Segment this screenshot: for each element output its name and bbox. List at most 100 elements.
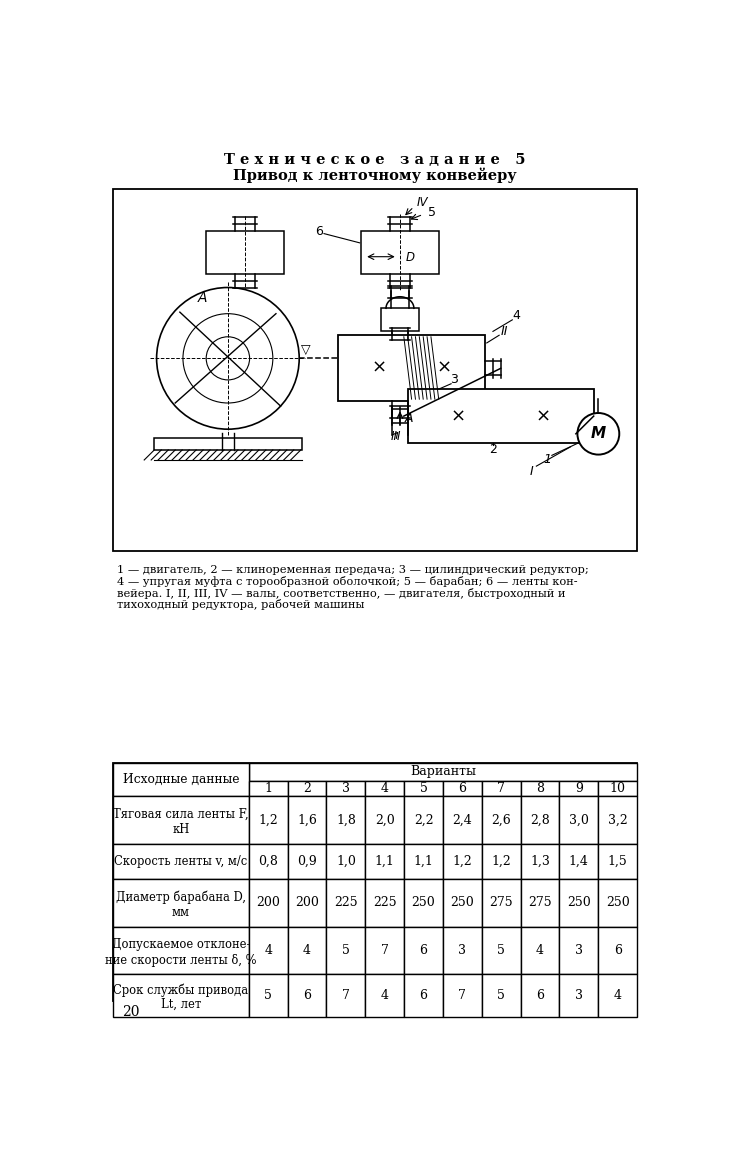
Bar (598, 796, 637, 844)
Text: 225: 225 (334, 897, 358, 909)
Text: 2,6: 2,6 (491, 814, 511, 826)
Text: 6: 6 (419, 944, 427, 956)
Text: 1: 1 (264, 783, 272, 795)
Text: 250: 250 (606, 897, 630, 909)
Text: 4 — упругая муфта с торообразной оболочкой; 5 — барабан; 6 — ленты кон-: 4 — упругая муфта с торообразной оболочк… (117, 577, 578, 587)
Bar (326, 927, 365, 975)
Bar (288, 927, 326, 975)
Bar (443, 796, 482, 844)
Bar (404, 782, 443, 796)
Text: Скорость ленты v, м/с: Скорость ленты v, м/с (114, 855, 247, 868)
Bar (404, 796, 443, 844)
Text: 6: 6 (458, 783, 466, 795)
Text: A: A (198, 291, 207, 305)
Bar (381, 308, 419, 331)
Bar (404, 879, 443, 927)
Bar (326, 796, 365, 844)
Text: Тяговая сила ленты F,: Тяговая сила ленты F, (113, 808, 249, 821)
Text: Т е х н и ч е с к о е   з а д а н и е   5: Т е х н и ч е с к о е з а д а н и е 5 (225, 153, 526, 167)
Text: 2,4: 2,4 (452, 814, 472, 826)
Text: I: I (530, 465, 534, 478)
Bar (443, 927, 482, 975)
Text: 4: 4 (264, 944, 272, 956)
Bar (482, 796, 520, 844)
Text: 5: 5 (419, 783, 427, 795)
Text: мм: мм (172, 906, 190, 918)
Text: 7: 7 (497, 783, 505, 795)
Text: Привод к ленточному конвейеру: Привод к ленточному конвейеру (234, 167, 517, 183)
Bar (520, 975, 559, 1017)
Bar (113, 879, 249, 927)
Bar (288, 796, 326, 844)
Bar (520, 927, 559, 975)
Bar (365, 796, 404, 844)
Text: 4: 4 (381, 783, 389, 795)
Text: 6: 6 (419, 990, 427, 1003)
Text: вейера. I, II, III, IV — валы, соответственно, — двигателя, быстроходный и: вейера. I, II, III, IV — валы, соответст… (117, 588, 566, 599)
Text: 3,2: 3,2 (608, 814, 627, 826)
Text: ние скорости ленты δ, %: ние скорости ленты δ, % (105, 953, 257, 967)
Text: M: M (591, 426, 606, 441)
Bar (404, 975, 443, 1017)
Text: 7: 7 (458, 990, 466, 1003)
Bar (113, 844, 249, 879)
Text: 7: 7 (381, 944, 389, 956)
Text: III: III (391, 430, 401, 443)
Text: 5: 5 (427, 206, 436, 219)
Bar (520, 782, 559, 796)
Bar (326, 975, 365, 1017)
Text: 10: 10 (610, 783, 626, 795)
Bar (288, 844, 326, 879)
Text: 275: 275 (529, 897, 552, 909)
Bar (559, 782, 598, 796)
Text: 0,8: 0,8 (258, 855, 278, 868)
Text: 4: 4 (512, 310, 520, 322)
Text: 1,2: 1,2 (491, 855, 511, 868)
Bar (443, 975, 482, 1017)
Bar (404, 844, 443, 879)
Text: ×: × (450, 407, 466, 425)
Text: 8: 8 (536, 783, 544, 795)
Text: 1,5: 1,5 (608, 855, 627, 868)
Text: 250: 250 (411, 897, 436, 909)
Text: 1 — двигатель, 2 — клиноременная передача; 3 — цилиндрический редуктор;: 1 — двигатель, 2 — клиноременная передач… (117, 565, 589, 574)
Bar (482, 927, 520, 975)
Text: 5: 5 (264, 990, 272, 1003)
Text: 20: 20 (122, 1005, 140, 1019)
Bar (482, 844, 520, 879)
Bar (598, 844, 637, 879)
Text: 2,8: 2,8 (530, 814, 550, 826)
Bar (113, 189, 637, 551)
Text: 4: 4 (381, 990, 389, 1003)
Text: 2,0: 2,0 (375, 814, 395, 826)
Text: 250: 250 (450, 897, 474, 909)
Text: Варианты: Варианты (410, 765, 476, 778)
Text: тихоходный редуктора, рабочей машины: тихоходный редуктора, рабочей машины (117, 600, 365, 610)
Bar (482, 975, 520, 1017)
Text: 3,0: 3,0 (569, 814, 589, 826)
Text: Исходные данные: Исходные данные (123, 773, 239, 786)
Bar (288, 975, 326, 1017)
Text: 1,2: 1,2 (452, 855, 472, 868)
Text: 1,1: 1,1 (414, 855, 433, 868)
Text: 4: 4 (613, 990, 621, 1003)
Text: Допускаемое отклоне-: Допускаемое отклоне- (112, 938, 250, 951)
Bar (365, 782, 404, 796)
Bar (443, 844, 482, 879)
Text: Срок службы привода: Срок службы привода (113, 984, 249, 998)
Text: 1,2: 1,2 (258, 814, 278, 826)
Text: 3: 3 (342, 783, 350, 795)
Bar (288, 879, 326, 927)
Text: A: A (405, 412, 413, 425)
Bar (326, 782, 365, 796)
Bar (520, 796, 559, 844)
Text: 200: 200 (295, 897, 319, 909)
Bar (249, 927, 288, 975)
Bar (559, 844, 598, 879)
Text: IV: IV (417, 196, 428, 208)
Bar (365, 927, 404, 975)
Bar (559, 975, 598, 1017)
Text: 6: 6 (315, 224, 323, 238)
Bar (113, 927, 249, 975)
Text: 1,4: 1,4 (569, 855, 589, 868)
